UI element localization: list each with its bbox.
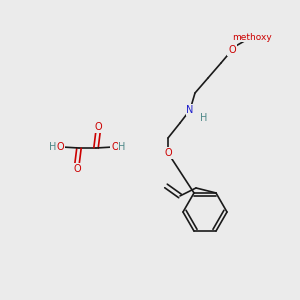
Text: H: H xyxy=(118,142,126,152)
Text: N: N xyxy=(186,105,194,115)
Text: methoxy: methoxy xyxy=(232,32,272,41)
Text: O: O xyxy=(94,122,102,132)
Text: H: H xyxy=(49,142,57,152)
Text: O: O xyxy=(56,142,64,152)
Text: O: O xyxy=(164,148,172,158)
Text: H: H xyxy=(200,113,208,123)
Text: O: O xyxy=(228,45,236,55)
Text: O: O xyxy=(111,142,119,152)
Text: O: O xyxy=(73,164,81,174)
